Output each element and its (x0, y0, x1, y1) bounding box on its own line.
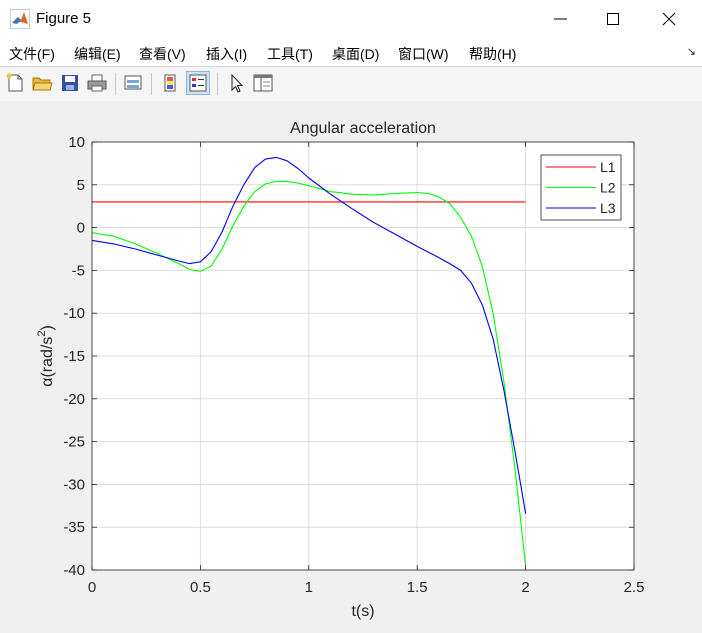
toolbar-separator (217, 73, 218, 95)
print-icon (87, 74, 107, 92)
x-axis-label: t(s) (351, 603, 374, 620)
close-icon (662, 12, 676, 26)
figure-canvas: 0 0.5 1 1.5 2 2.5 10 5 0 -5 -10 -15 -20 -25 -30 -35 -40 … (0, 101, 702, 628)
tick-layer: 0 0.5 1 1.5 2 2.5 10 5 0 -5 -10 -15 -20 -25 -30 -35 -40 (63, 134, 644, 596)
link-figure-button[interactable] (122, 72, 144, 94)
series-line-l2 (91, 180, 527, 566)
y-tick-label: -35 (63, 519, 85, 536)
pointer-button[interactable] (225, 72, 247, 94)
y-axis-label: α(rad/s2) (36, 325, 56, 387)
new-file-button[interactable] (4, 72, 26, 94)
legend[interactable]: L1 L2 L3 (540, 154, 622, 221)
pointer-icon (231, 73, 244, 93)
toolbar-separator (115, 73, 116, 95)
print-button[interactable] (86, 72, 108, 94)
minimize-icon (554, 18, 567, 20)
y-tick-label: 0 (77, 220, 85, 237)
legend-label-l1: L1 (600, 159, 616, 175)
menu-insert[interactable]: 插入(I) (206, 46, 248, 62)
y-tick-label: -40 (63, 562, 85, 579)
y-axis-label-main: α(rad/s (39, 337, 56, 387)
series-layer (91, 156, 527, 566)
y-tick-label: -25 (63, 434, 85, 451)
maximize-icon (607, 13, 619, 25)
menu-expand-icon[interactable]: ↘ (686, 46, 696, 58)
matlab-icon (10, 9, 30, 29)
legend-label-l2: L2 (600, 180, 616, 196)
chart-title: Angular acceleration (290, 120, 436, 137)
legend-button[interactable] (186, 71, 210, 95)
series-line-l3 (91, 156, 527, 514)
title-bar: Figure 5 (0, 0, 702, 38)
menu-bar: 文件(F) 编辑(E) 查看(V) 插入(I) 工具(T) 桌面(D) 窗口(W… (0, 38, 702, 66)
maximize-button[interactable] (590, 0, 636, 38)
property-inspector-icon (253, 74, 273, 92)
y-axis-label-sup: 2 (36, 331, 48, 337)
save-icon (62, 75, 78, 91)
y-tick-label: -5 (72, 262, 85, 279)
link-figure-icon (124, 75, 142, 90)
toolbar (0, 66, 702, 102)
open-button[interactable] (31, 72, 53, 94)
plot-svg: 0 0.5 1 1.5 2 2.51050-5-10-15-20-25-30-35-40 … (36, 120, 644, 620)
y-tick-label: -30 (63, 476, 85, 493)
x-tick-label: 2.5 (624, 579, 645, 596)
x-tick-label: 1.5 (407, 579, 428, 596)
window-title: Figure 5 (36, 10, 92, 27)
menu-help[interactable]: 帮助(H) (469, 46, 517, 62)
close-button[interactable] (646, 0, 692, 38)
menu-view[interactable]: 查看(V) (139, 46, 186, 62)
menu-file[interactable]: 文件(F) (9, 46, 55, 62)
menu-desktop[interactable]: 桌面(D) (332, 46, 380, 62)
toolbar-separator (151, 73, 152, 95)
y-tick-label: 10 (68, 134, 85, 151)
x-tick-label: 0 (88, 579, 96, 596)
colorbar-button[interactable] (159, 72, 181, 94)
menu-tools[interactable]: 工具(T) (267, 46, 313, 62)
x-tick-label: 1 (305, 579, 313, 596)
y-tick-label: 5 (77, 177, 85, 194)
y-axis-label-end: ) (39, 325, 56, 330)
x-tick-label: 2 (521, 579, 529, 596)
menu-edit[interactable]: 编辑(E) (74, 46, 121, 62)
y-tick-label: -10 (63, 305, 85, 322)
x-tick-label: 0.5 (190, 579, 211, 596)
y-tick-label: -20 (63, 391, 85, 408)
menu-window[interactable]: 窗口(W) (398, 46, 449, 62)
save-button[interactable] (59, 72, 81, 94)
y-tick-label: -15 (63, 348, 85, 365)
minimize-button[interactable] (538, 0, 584, 38)
folder-open-icon (32, 77, 53, 91)
new-file-icon (6, 73, 23, 92)
legend-label-l3: L3 (600, 200, 616, 216)
legend-icon (189, 74, 207, 92)
colorbar-icon (164, 74, 176, 92)
property-inspector-button[interactable] (252, 72, 274, 94)
